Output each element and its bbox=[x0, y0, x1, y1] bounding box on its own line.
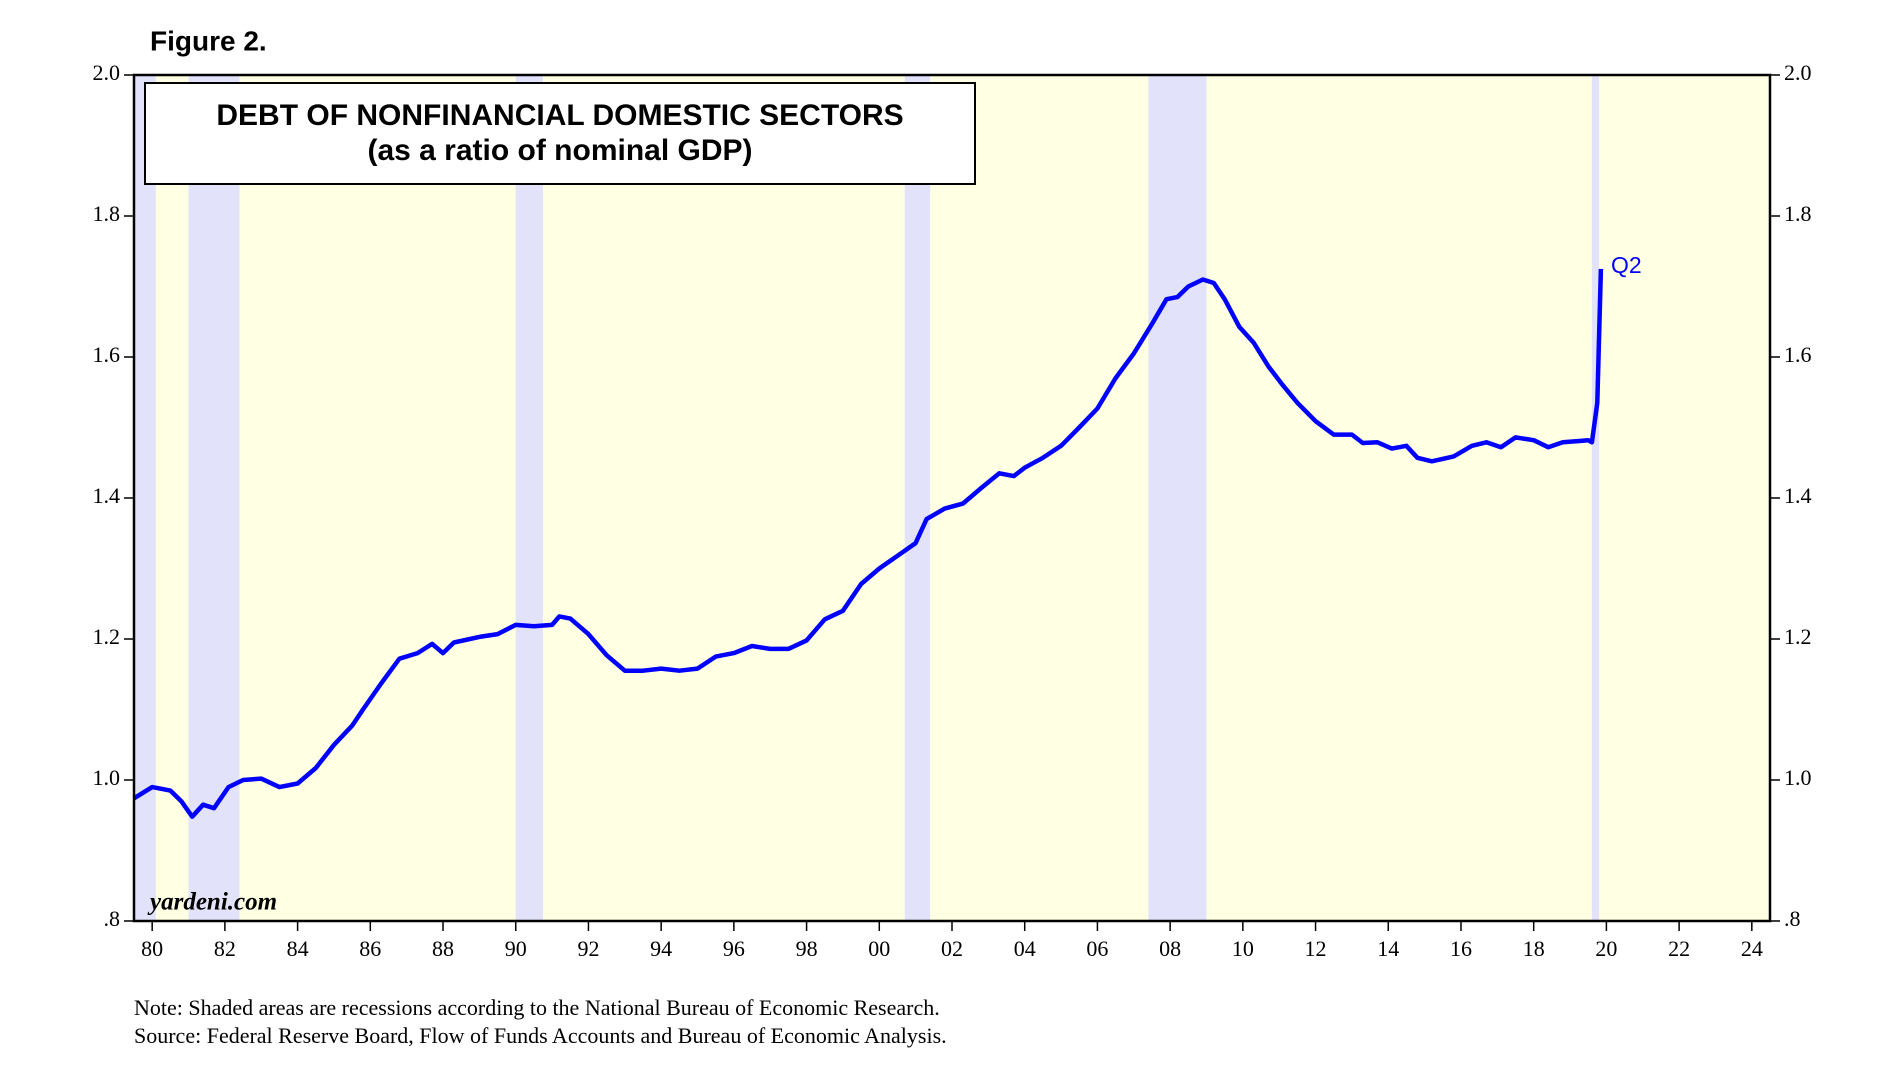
x-tick-label: 06 bbox=[1086, 936, 1108, 961]
data-line bbox=[132, 268, 1604, 819]
x-tick-label: 90 bbox=[505, 936, 527, 961]
chart-subtitle: (as a ratio of nominal GDP) bbox=[367, 134, 752, 167]
y-tick-label: 2.0 bbox=[93, 60, 121, 85]
y-tick-label: 1.4 bbox=[93, 483, 121, 508]
x-tick-label: 82 bbox=[214, 936, 236, 961]
figure-label: Figure 2. bbox=[150, 25, 267, 56]
y-tick-label: .8 bbox=[104, 906, 121, 931]
x-tick-label: 04 bbox=[1014, 936, 1036, 961]
x-tick-label: 84 bbox=[287, 936, 309, 961]
x-tick-label: 20 bbox=[1595, 936, 1617, 961]
y2-tick-label: 1.2 bbox=[1784, 624, 1812, 649]
x-tick-label: 80 bbox=[141, 936, 163, 961]
x-tick-label: 00 bbox=[868, 936, 890, 961]
y2-tick-label: 1.6 bbox=[1784, 342, 1812, 367]
x-tick-label: 10 bbox=[1232, 936, 1254, 961]
recession-band bbox=[1148, 75, 1207, 921]
y-tick-label: 1.6 bbox=[93, 342, 121, 367]
footnote: Note: Shaded areas are recessions accord… bbox=[134, 995, 940, 1020]
watermark: yardeni.com bbox=[147, 889, 277, 916]
chart-title: DEBT OF NONFINANCIAL DOMESTIC SECTORS bbox=[216, 99, 903, 132]
x-tick-label: 12 bbox=[1305, 936, 1327, 961]
y-tick-label: 1.8 bbox=[93, 201, 121, 226]
x-tick-label: 88 bbox=[432, 936, 454, 961]
x-tick-label: 98 bbox=[796, 936, 818, 961]
y-tick-label: 1.0 bbox=[93, 765, 121, 790]
x-tick-label: 08 bbox=[1159, 936, 1181, 961]
y2-tick-label: 1.8 bbox=[1784, 201, 1812, 226]
plot-background bbox=[134, 75, 1770, 921]
y2-tick-label: 2.0 bbox=[1784, 60, 1812, 85]
recession-band bbox=[904, 75, 931, 921]
y2-tick-label: 1.0 bbox=[1784, 765, 1812, 790]
x-tick-label: 16 bbox=[1450, 936, 1472, 961]
y2-tick-label: 1.4 bbox=[1784, 483, 1812, 508]
y2-tick-label: .8 bbox=[1784, 906, 1801, 931]
recession-band bbox=[1591, 75, 1600, 921]
recession-band bbox=[515, 75, 543, 921]
x-tick-label: 22 bbox=[1668, 936, 1690, 961]
recession-band bbox=[134, 75, 156, 921]
x-tick-label: 14 bbox=[1377, 936, 1399, 961]
annotation: Q2 bbox=[1611, 252, 1642, 278]
footnote: Source: Federal Reserve Board, Flow of F… bbox=[134, 1023, 947, 1048]
title-box bbox=[144, 82, 976, 185]
x-tick-label: 18 bbox=[1523, 936, 1545, 961]
x-tick-label: 96 bbox=[723, 936, 745, 961]
x-tick-label: 94 bbox=[650, 936, 672, 961]
x-tick-label: 24 bbox=[1741, 936, 1763, 961]
y-tick-label: 1.2 bbox=[93, 624, 121, 649]
x-tick-label: 86 bbox=[359, 936, 381, 961]
x-tick-label: 92 bbox=[577, 936, 599, 961]
recession-band bbox=[188, 75, 240, 921]
x-tick-label: 02 bbox=[941, 936, 963, 961]
